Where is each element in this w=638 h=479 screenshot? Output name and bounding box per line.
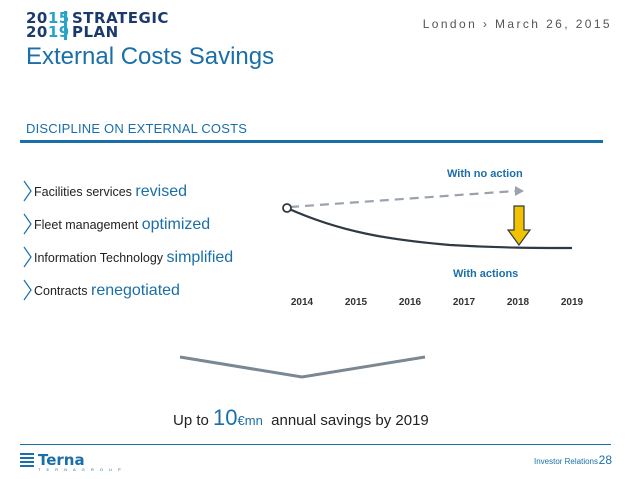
x-tick-2016: 2016 (398, 297, 422, 308)
bullet-highlight: optimized (141, 216, 211, 233)
bullet-highlight: revised (135, 183, 187, 200)
series-with-actions-line (286, 206, 573, 250)
label-no-action: With no action (447, 168, 523, 180)
footer-brand-sub: T E R N A G R O U P (38, 467, 124, 472)
bullet-text: Fleet management (34, 218, 139, 232)
label-with-actions: With actions (453, 268, 519, 280)
logo-divider (64, 11, 67, 40)
savings-summary: Up to 10€mn annual savings by 2019 (173, 405, 429, 430)
section-rule (20, 140, 603, 143)
investor-relations-label: Investor Relations (533, 457, 598, 466)
bullet-highlight: simplified (166, 249, 234, 266)
chevron-right-icon (23, 279, 32, 301)
savings-unit: €mn (237, 413, 263, 428)
x-tick-2018: 2018 (506, 297, 530, 308)
chevron-right-icon (23, 213, 32, 235)
savings-amount: 10 (213, 405, 238, 430)
page-title: External Costs Savings (26, 43, 275, 70)
savings-arrow (506, 205, 532, 247)
bullet-text: Contracts (34, 284, 88, 298)
series-start-point (282, 203, 292, 213)
bullet-text: Information Technology (34, 251, 164, 265)
footer-rule (20, 444, 611, 445)
bullet-highlight: renegotiated (90, 282, 180, 299)
bullet-text: Facilities services (34, 185, 132, 199)
x-tick-2019: 2019 (560, 297, 584, 308)
footer-brand: Terna (38, 451, 85, 469)
section-label: DISCIPLINE ON EXTERNAL COSTS (26, 121, 248, 136)
chevron-right-icon (23, 180, 32, 202)
logo-word-strategic: STRATEGIC (72, 9, 169, 27)
page-number: 28 (598, 453, 612, 467)
x-tick-2014: 2014 (290, 297, 314, 308)
x-tick-2017: 2017 (452, 297, 476, 308)
logo-years: 2015 2019 (26, 9, 70, 41)
location-date: London › March 26, 2015 (422, 17, 612, 31)
logo-word-plan: PLAN (72, 23, 119, 41)
series-no-action-arrowhead (515, 186, 524, 196)
chevron-right-icon (23, 246, 32, 268)
strategic-plan-logo: STRATEGIC PLAN (72, 9, 169, 41)
bracket-line (179, 355, 426, 379)
x-tick-2015: 2015 (344, 297, 368, 308)
series-no-action-line (289, 189, 516, 209)
terna-logo-icon (20, 453, 34, 467)
